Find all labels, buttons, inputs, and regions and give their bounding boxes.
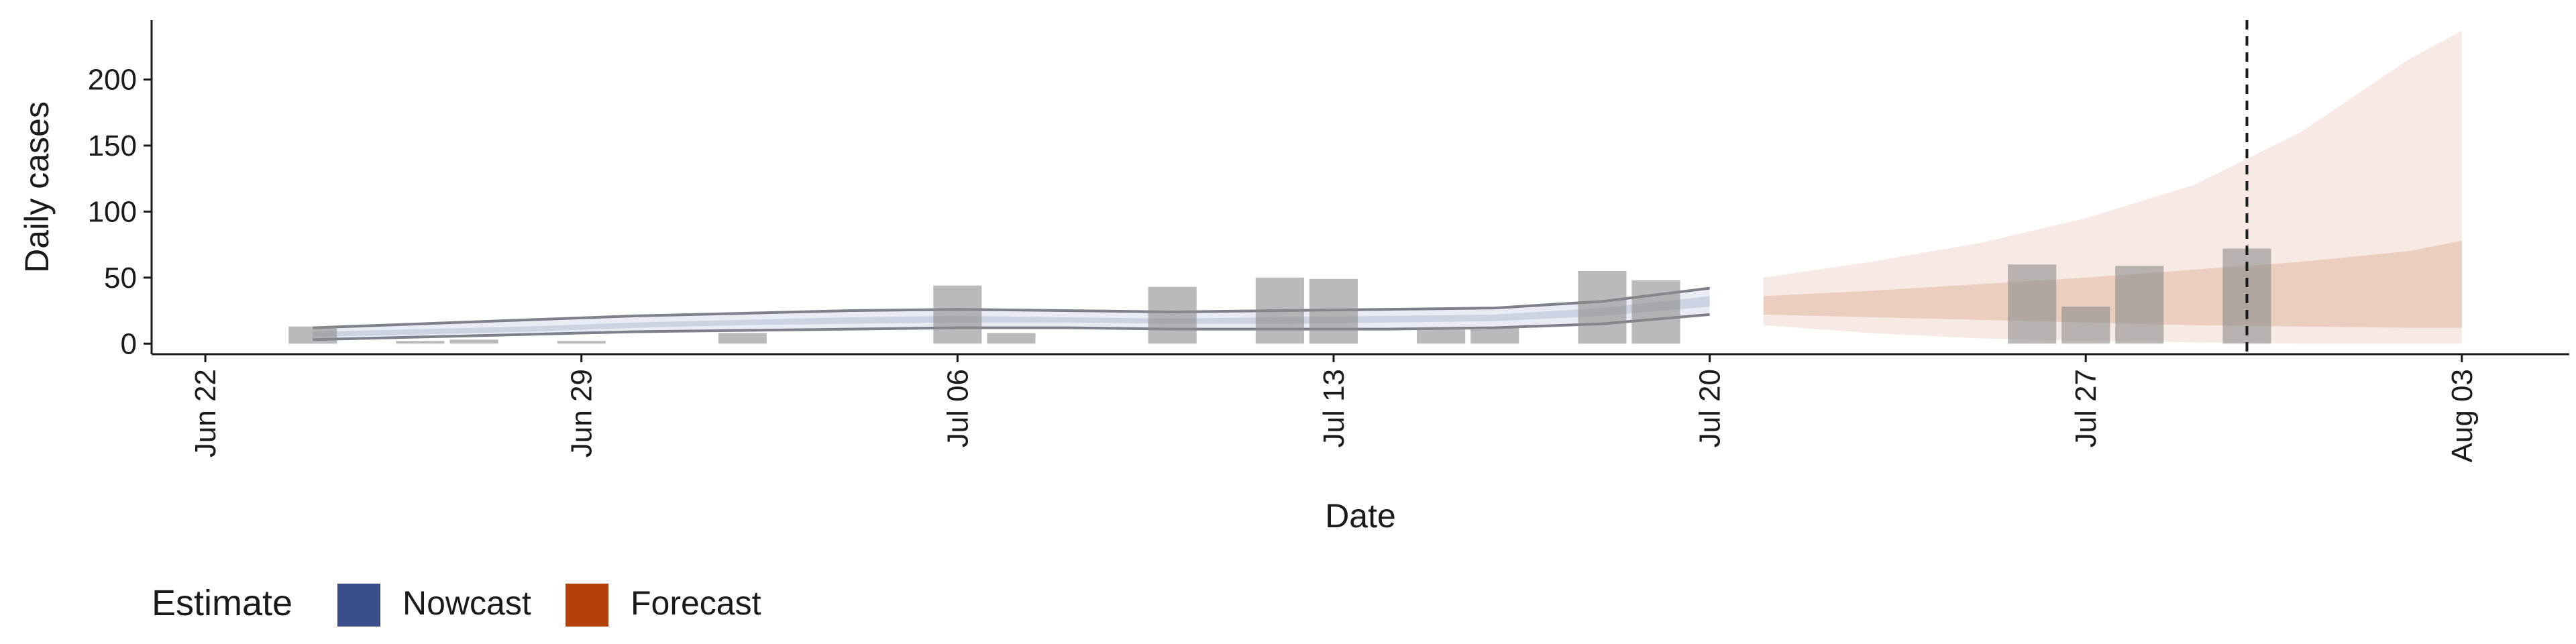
y-axis-title: Daily cases [18,101,56,273]
reported-case-bar [1255,277,1304,344]
legend-items: Nowcast Forecast [337,584,761,627]
y-tick-label: 150 [88,129,137,162]
reported-case-bar [2008,264,2057,344]
x-axis-title: Date [1325,497,1396,535]
x-tick-label: Jul 20 [1694,369,1727,447]
nowcast-legend-label: Nowcast [402,584,531,622]
reported-case-bar [1578,271,1627,344]
reported-case-bar [1417,327,1466,344]
nowcast-inner-band [313,296,1710,337]
x-tick-label: Jun 22 [189,369,222,458]
reported-case-bar [718,333,767,344]
reported-case-bar [2061,307,2110,344]
reported-case-bar [288,326,337,344]
reported-case-bar [1470,327,1519,344]
reported-case-bar [933,285,982,344]
x-tick-label: Jul 27 [2070,369,2102,447]
nowcast-legend-key [337,584,380,627]
x-ticks: Jun 22 Jun 29 Jul 06 Jul 13 Jul 20 Jul 27 Aug … [189,354,2479,462]
axes: 0 50 100 150 200 Jun 22 Jun 29 Jul 06 Jul 13 Jul… [88,20,2569,462]
reported-case-bar [1309,278,1358,344]
reported-case-bar [396,341,445,344]
y-tick-label: 200 [88,64,137,97]
forecast-legend-key [566,584,608,627]
y-tick-label: 50 [104,262,137,294]
y-tick-label: 100 [88,195,137,228]
reported-case-bar [1148,286,1197,344]
reported-case-bar [449,339,498,344]
reported-case-bar [987,333,1036,344]
x-tick-label: Jun 29 [566,369,598,458]
estimate-bands [313,30,2462,344]
legend: Estimate Nowcast Forecast [152,583,761,627]
legend-title: Estimate [152,583,292,623]
y-ticks: 0 50 100 150 200 [88,64,152,360]
nowcast-outer-band [313,288,1710,340]
x-tick-label: Jul 13 [1318,369,1350,447]
reported-case-bar [2115,266,2164,344]
reported-case-bar [1631,280,1680,344]
reported-case-bar [557,341,606,344]
x-tick-label: Aug 03 [2446,369,2479,462]
forecast-legend-label: Forecast [631,584,761,622]
forecast-inner-band [1763,240,2462,328]
y-tick-label: 0 [121,327,137,360]
nowcast-upper-line [313,286,1710,329]
forecast-outer-band [1763,30,2462,344]
reported-case-bars [288,248,2271,344]
x-tick-label: Jul 06 [941,369,974,447]
